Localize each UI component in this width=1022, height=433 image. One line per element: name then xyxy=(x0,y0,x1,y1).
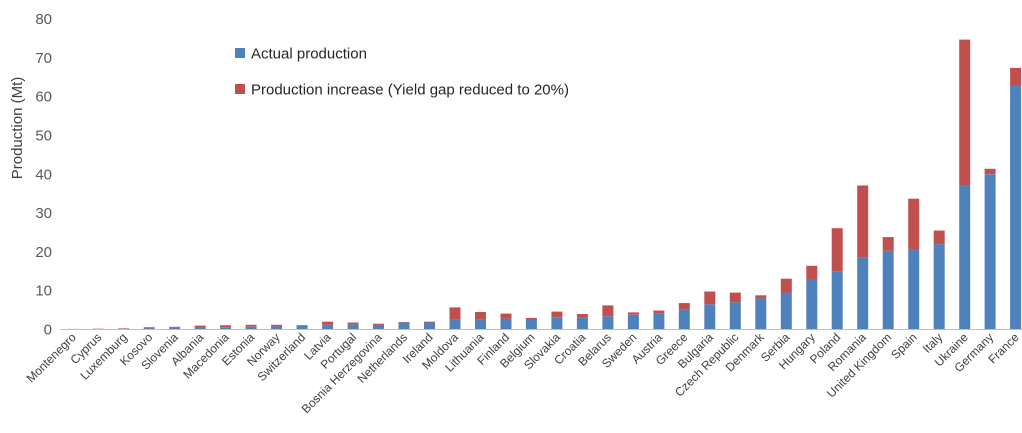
y-axis-label: Production (Mt) xyxy=(9,77,26,180)
bar-actual xyxy=(1010,85,1022,330)
bar-increase xyxy=(959,39,971,186)
bar-actual xyxy=(602,316,614,330)
bar-actual xyxy=(729,302,741,330)
bar-increase xyxy=(449,307,461,320)
y-tick-label: 50 xyxy=(35,127,52,144)
bar-actual xyxy=(806,279,818,330)
legend-swatch-increase xyxy=(235,84,245,94)
y-tick-label: 0 xyxy=(44,322,52,339)
x-tick-label: Spain xyxy=(888,330,920,362)
bar-increase xyxy=(424,321,435,323)
bar-actual xyxy=(704,304,716,330)
bar-actual xyxy=(780,292,792,330)
bar-increase xyxy=(984,168,996,175)
bar-increase xyxy=(169,326,181,328)
y-tick-label: 10 xyxy=(35,283,52,300)
bar-increase xyxy=(704,291,716,305)
bar-increase xyxy=(398,322,410,323)
bar-actual xyxy=(271,326,283,330)
bar-increase xyxy=(220,325,232,328)
bar-increase xyxy=(500,313,512,319)
bar-increase xyxy=(271,324,283,327)
bar-actual xyxy=(576,317,588,330)
x-axis-labels: MontenegroCyprusLuxemburgKosovoSloveniaA… xyxy=(24,330,1022,417)
bar-increase xyxy=(245,324,257,327)
bar-actual xyxy=(245,326,257,330)
legend-label-actual: Actual production xyxy=(251,46,367,63)
bar-actual xyxy=(347,324,359,330)
legend-swatch-actual xyxy=(235,48,245,58)
bar-increase xyxy=(627,312,639,315)
bar-increase xyxy=(678,303,690,310)
bar-increase xyxy=(857,185,869,258)
bar-increase xyxy=(194,325,206,328)
y-axis-ticks: 0 10 20 30 40 50 60 70 80 xyxy=(35,11,52,339)
bar-actual xyxy=(551,317,563,330)
y-tick-label: 30 xyxy=(35,205,52,222)
legend-label-increase: Production increase (Yield gap reduced t… xyxy=(251,82,569,99)
y-tick-label: 60 xyxy=(35,89,52,106)
bar-increase xyxy=(882,237,894,251)
bar-actual xyxy=(500,318,512,330)
bar-actual xyxy=(220,327,232,330)
bar-actual xyxy=(831,271,843,330)
bar-actual xyxy=(449,319,461,330)
legend: Actual production Production increase (Y… xyxy=(235,46,569,99)
bar-actual xyxy=(908,249,920,330)
bar-actual xyxy=(194,327,206,330)
bar-increase xyxy=(1010,67,1022,85)
bar-increase xyxy=(755,295,767,299)
y-tick-label: 20 xyxy=(35,244,52,261)
bar-actual xyxy=(296,326,308,330)
bar-actual xyxy=(398,322,410,330)
bar-actual xyxy=(475,319,486,330)
y-tick-label: 70 xyxy=(35,50,52,67)
bar-actual xyxy=(373,324,384,330)
bar-actual xyxy=(525,319,537,330)
bar-increase xyxy=(806,265,818,279)
bar-actual xyxy=(169,327,181,330)
bar-increase xyxy=(475,312,486,320)
bar-increase xyxy=(933,230,945,245)
bar-actual xyxy=(627,314,639,330)
y-tick-label: 40 xyxy=(35,166,52,183)
bar-actual xyxy=(424,322,435,330)
bar-increase xyxy=(551,311,563,318)
bar-increase xyxy=(373,323,384,325)
bar-increase xyxy=(908,198,920,250)
bar-increase xyxy=(118,328,130,329)
bar-actual xyxy=(984,174,996,330)
bar-actual xyxy=(959,185,971,330)
bar-increase xyxy=(525,317,537,320)
bar-actual xyxy=(322,324,334,330)
bar-increase xyxy=(729,292,741,303)
bar-increase xyxy=(322,321,334,325)
bar-increase xyxy=(780,278,792,293)
bar-increase xyxy=(143,327,155,329)
bar-actual xyxy=(678,309,690,330)
bar-actual xyxy=(755,298,767,330)
bar-increase xyxy=(296,325,308,326)
bar-actual xyxy=(882,250,894,330)
bar-increase xyxy=(576,314,588,318)
bar-increase xyxy=(347,322,359,325)
bar-increase xyxy=(653,310,665,314)
bar-actual xyxy=(933,244,945,330)
bar-actual xyxy=(143,328,155,330)
bar-actual xyxy=(857,257,869,330)
bar-increase xyxy=(602,305,614,317)
bar-increase xyxy=(831,228,843,272)
bars xyxy=(67,39,1022,330)
bar-actual xyxy=(653,313,665,330)
y-tick-label: 80 xyxy=(35,11,52,28)
